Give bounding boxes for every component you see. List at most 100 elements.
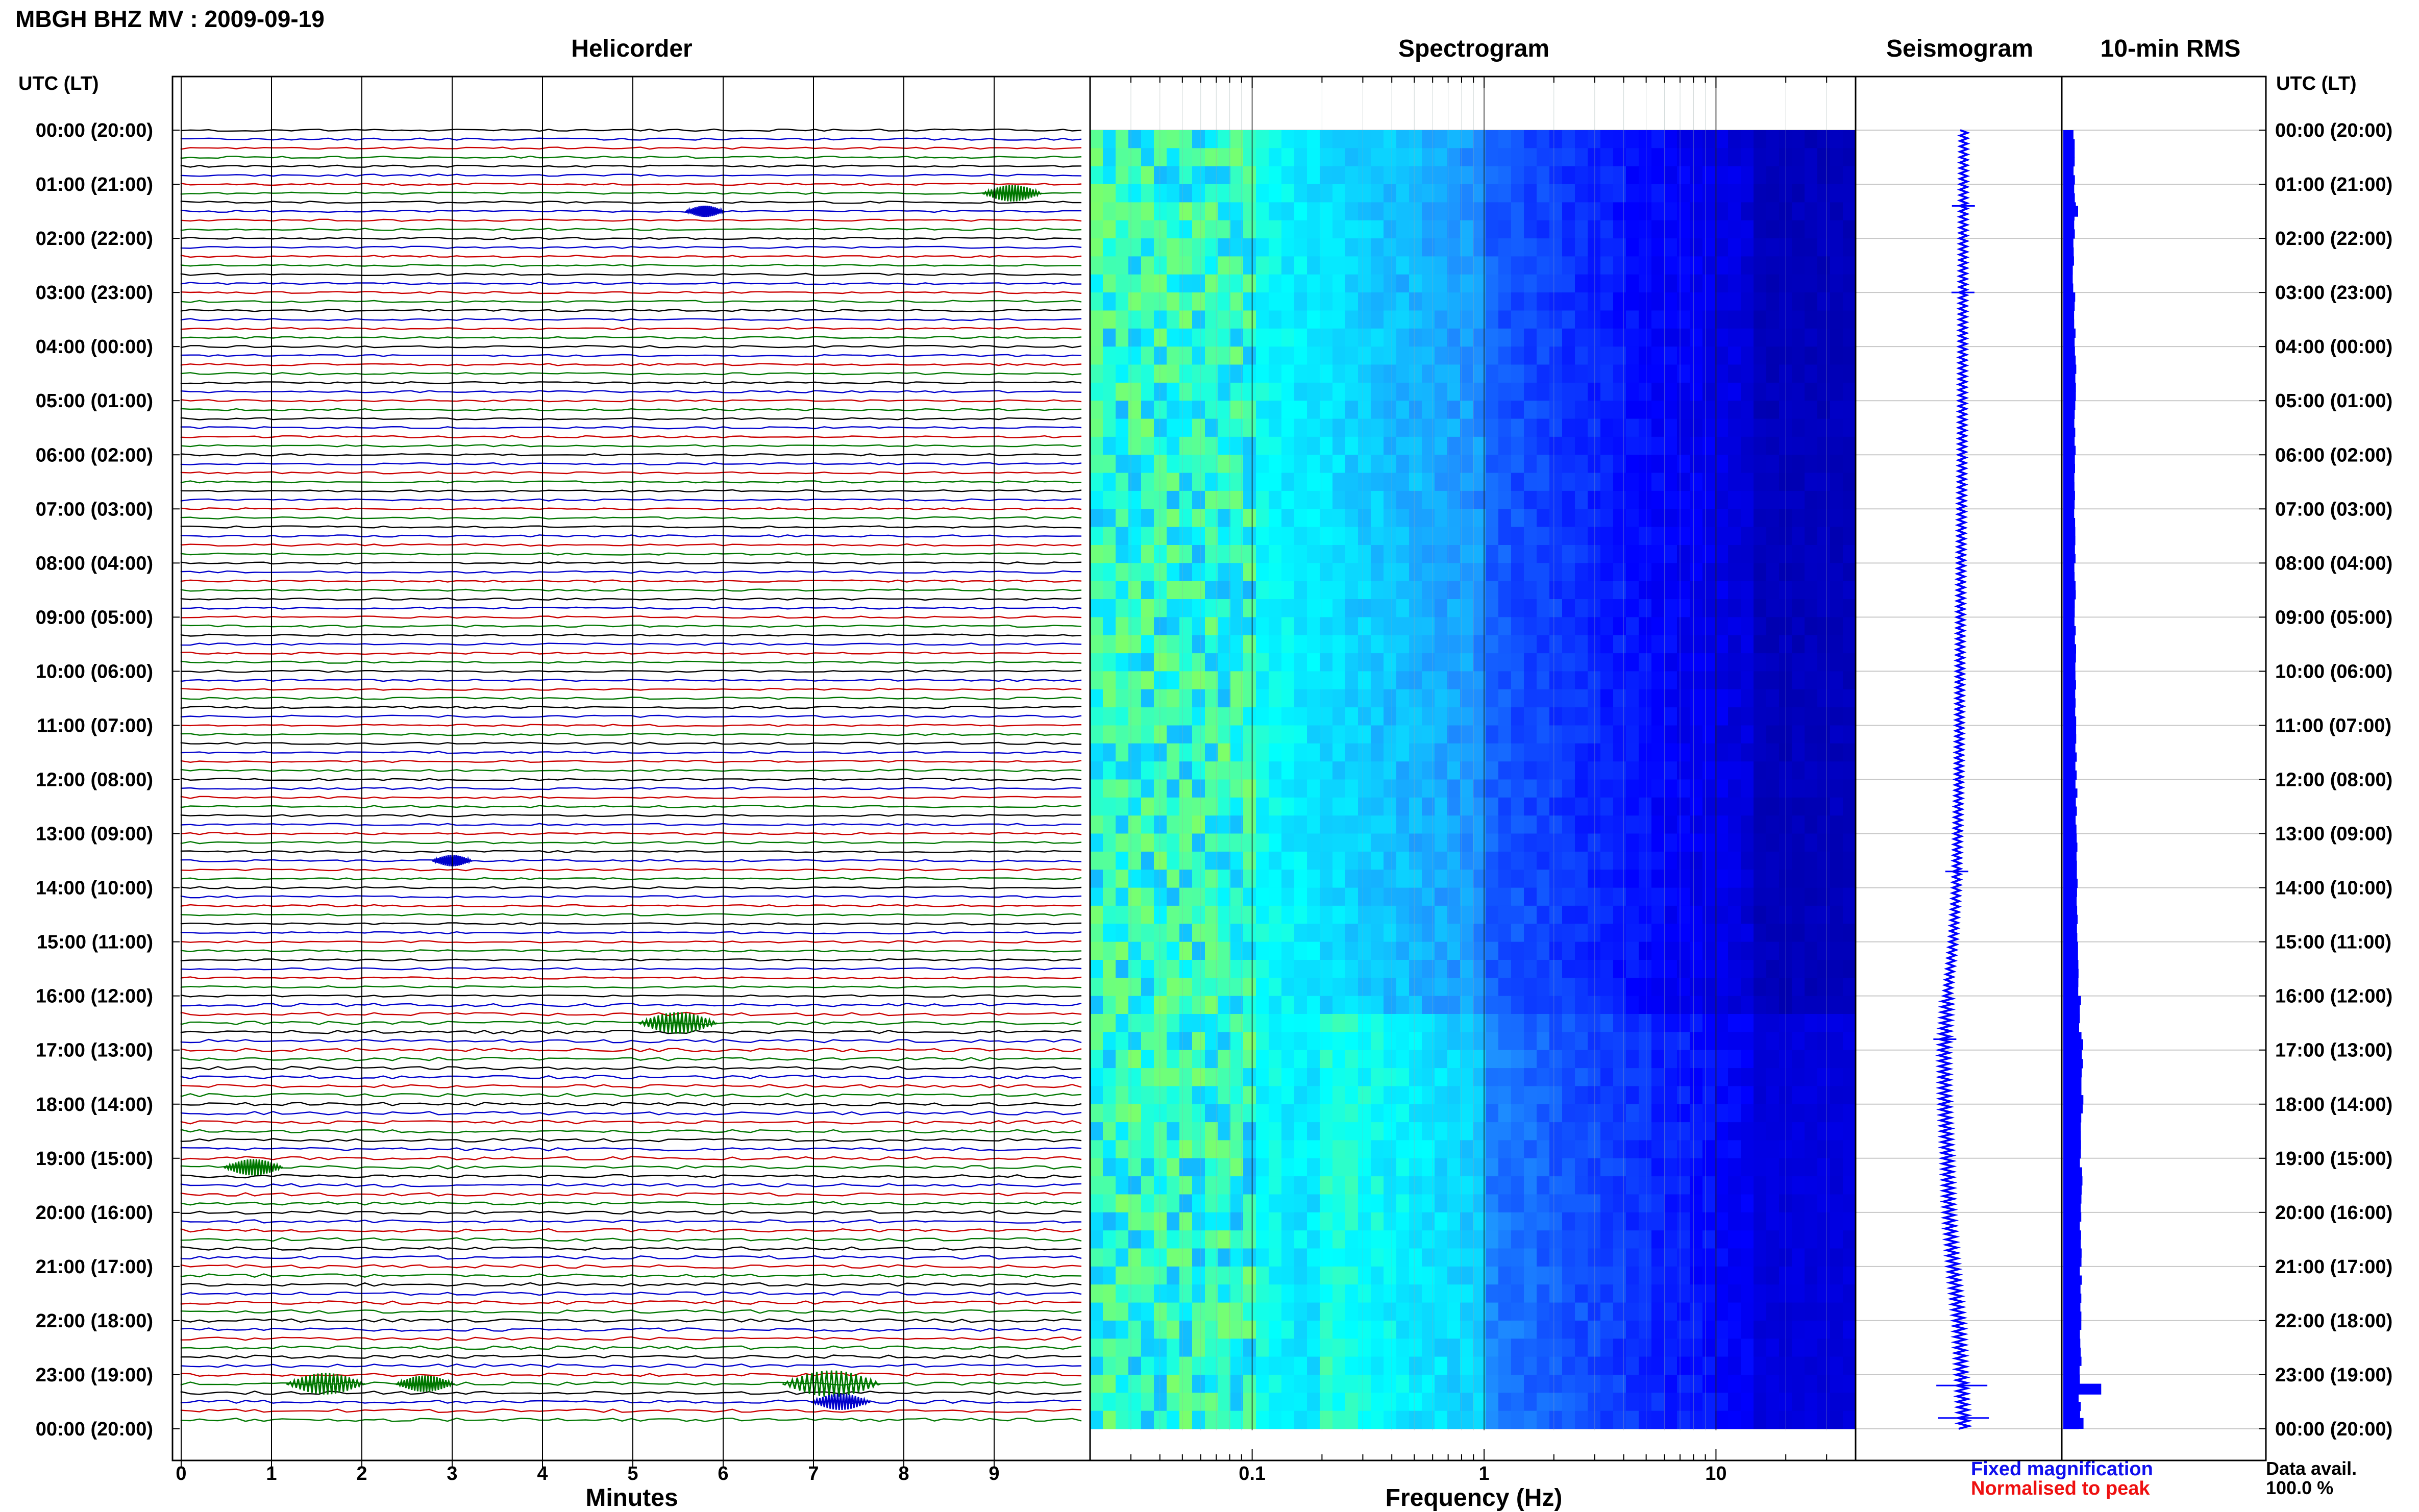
spectrogram-cell: [1460, 130, 1473, 148]
spectrogram-cell: [1218, 148, 1231, 167]
spectrogram-cell: [1307, 1194, 1320, 1213]
spectrogram-cell: [1269, 924, 1282, 943]
spectrogram-cell: [1205, 707, 1218, 726]
spectrogram-cell: [1409, 455, 1422, 474]
spectrogram-cell: [1269, 1284, 1282, 1303]
spectrogram-cell: [1754, 978, 1767, 997]
spectrogram-cell: [1817, 599, 1831, 617]
spectrogram-cell: [1396, 1140, 1410, 1159]
spectrogram-cell: [1817, 1032, 1831, 1051]
spectrogram-cell: [1639, 851, 1652, 870]
spectrogram-cell: [1205, 256, 1218, 275]
spectrogram-cell: [1384, 725, 1397, 744]
spectrogram-cell: [1218, 1393, 1231, 1411]
spectrogram-cell: [1447, 328, 1461, 347]
helicorder-trace: [180, 814, 1082, 817]
spectrogram-cell: [1690, 1375, 1703, 1393]
spectrogram-cell: [1817, 1266, 1831, 1285]
spectrogram-cell: [1409, 1248, 1422, 1267]
spectrogram-cell: [1779, 238, 1792, 257]
spectrogram-cell: [1728, 473, 1741, 491]
helicorder-trace: [180, 1246, 1082, 1251]
spectrogram-cell: [1435, 797, 1448, 816]
spectrogram-cell: [1639, 599, 1652, 617]
spectrogram-cell: [1600, 1356, 1614, 1375]
spectrogram-cell: [1090, 1068, 1103, 1086]
spectrogram-cell: [1230, 166, 1244, 185]
spectrogram-cell: [1358, 833, 1371, 852]
spectrogram-cell: [1154, 635, 1167, 654]
spectrogram-cell: [1524, 346, 1537, 365]
spectrogram-cell: [1549, 851, 1563, 870]
spectrogram-cell: [1409, 1158, 1422, 1177]
spectrogram-cell: [1281, 184, 1295, 203]
spectrogram-cell: [1651, 382, 1665, 401]
helicorder-trace: [180, 1120, 1082, 1125]
spectrogram-cell: [1651, 1266, 1665, 1285]
spectrogram-cell: [1626, 1140, 1639, 1159]
spectrogram-cell: [1371, 743, 1384, 762]
spectrogram-cell: [1307, 364, 1320, 383]
spectrogram-cell: [1141, 1356, 1154, 1375]
spectrogram-cell: [1230, 346, 1244, 365]
spectrogram-cell: [1817, 1320, 1831, 1339]
spectrogram-cell: [1358, 1194, 1371, 1213]
spectrogram-cell: [1269, 761, 1282, 780]
spectrogram-cell: [1562, 1068, 1575, 1086]
spectrogram-cell: [1524, 401, 1537, 419]
spectrogram-cell: [1192, 1194, 1205, 1213]
spectrogram-cell: [1447, 1230, 1461, 1249]
spectrogram-cell: [1345, 328, 1359, 347]
spectrogram-cell: [1754, 490, 1767, 509]
spectrogram-cell: [1830, 148, 1843, 167]
spectrogram-cell: [1422, 635, 1435, 654]
spectrogram-cell: [1447, 1194, 1461, 1213]
spectrogram-cell: [1218, 617, 1231, 636]
spectrogram-cell: [1218, 725, 1231, 744]
spectrogram-cell: [1422, 1068, 1435, 1086]
spectrogram-cell: [1766, 581, 1780, 600]
spectrogram-cell: [1281, 130, 1295, 148]
spectrogram-cell: [1358, 978, 1371, 997]
spectrogram-cell: [1103, 833, 1116, 852]
spectrogram-cell: [1167, 581, 1180, 600]
spectrogram-cell: [1741, 779, 1754, 798]
spectrogram-cell: [1167, 1375, 1180, 1393]
spectrogram-cell: [1511, 455, 1524, 474]
spectrogram-cell: [1243, 617, 1256, 636]
spectrogram-cell: [1447, 238, 1461, 257]
spectrogram-cell: [1613, 743, 1626, 762]
spectrogram-cell: [1549, 1158, 1563, 1177]
spectrogram-cell: [1613, 1375, 1626, 1393]
spectrogram-cell: [1613, 1230, 1626, 1249]
spectrogram-cell: [1116, 1014, 1129, 1032]
spectrogram-cell: [1294, 671, 1307, 690]
spectrogram-cell: [1460, 833, 1473, 852]
spectrogram-cell: [1588, 1194, 1601, 1213]
spectrogram-cell: [1154, 148, 1167, 167]
spectrogram-cell: [1575, 473, 1588, 491]
spectrogram-cell: [1766, 1068, 1780, 1086]
spectrogram-cell: [1256, 761, 1269, 780]
spectrogram-cell: [1435, 1230, 1448, 1249]
spectrogram-cell: [1715, 797, 1729, 816]
spectrogram-cell: [1562, 689, 1575, 708]
spectrogram-cell: [1715, 1410, 1729, 1429]
spectrogram-cell: [1345, 1248, 1359, 1267]
spectrogram-cell: [1116, 1339, 1129, 1357]
spectrogram-cell: [1741, 220, 1754, 239]
spectrogram-cell: [1639, 779, 1652, 798]
spectrogram-cell: [1498, 1375, 1512, 1393]
spectrogram-cell: [1754, 905, 1767, 924]
spectrogram-cell: [1090, 527, 1103, 546]
spectrogram-cell: [1766, 1248, 1780, 1267]
helicorder-trace: [180, 1093, 1082, 1098]
spectrogram-cell: [1549, 978, 1563, 997]
spectrogram-cell: [1269, 725, 1282, 744]
spectrogram-cell: [1230, 328, 1244, 347]
spectrogram-cell: [1396, 671, 1410, 690]
spectrogram-cell: [1422, 274, 1435, 293]
spectrogram-cell: [1128, 887, 1142, 906]
spectrogram-cell: [1537, 1140, 1550, 1159]
spectrogram-cell: [1626, 473, 1639, 491]
